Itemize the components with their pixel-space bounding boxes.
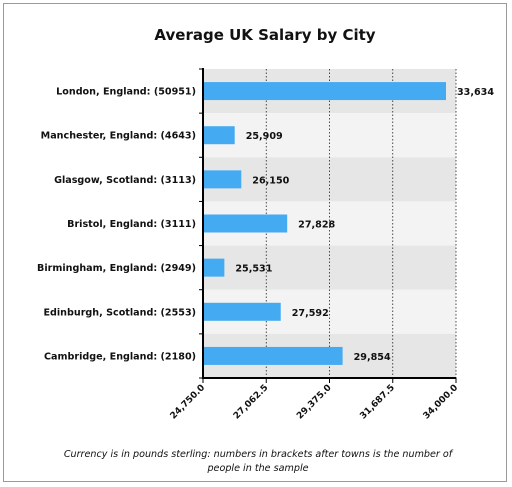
value-labels: 33,634 25,909 26,150 27,828 25,531 27,592 29,8…: [235, 87, 494, 363]
axes: [199, 68, 457, 383]
chart-title: Average UK Salary by City: [154, 26, 375, 44]
value-label: 25,531: [235, 264, 272, 275]
category-label: Manchester, England: (4643): [41, 131, 196, 142]
x-tick-labels: 24,750.0 27,062.5 29,375.0 31,687.5 34,000.0: [169, 383, 460, 421]
bar: [203, 346, 343, 365]
bar: [203, 126, 235, 145]
x-tick-label: 31,687.5: [358, 383, 396, 421]
value-label: 27,828: [298, 220, 335, 231]
bar: [203, 82, 446, 101]
caption-line-2: people in the sample: [206, 463, 308, 474]
value-label: 33,634: [457, 87, 494, 98]
row-band: [203, 245, 456, 290]
bars: [203, 82, 446, 365]
category-label: Birmingham, England: (2949): [37, 263, 196, 274]
x-tick-label: 27,062.5: [232, 383, 270, 421]
value-label: 27,592: [292, 308, 329, 319]
category-label: London, England: (50951): [56, 87, 196, 98]
category-label: Edinburgh, Scotland: (2553): [43, 307, 196, 318]
category-label: Bristol, England: (3111): [67, 219, 196, 230]
category-label: Glasgow, Scotland: (3113): [54, 175, 196, 186]
bar: [203, 302, 281, 321]
value-label: 25,909: [246, 131, 283, 142]
value-label: 26,150: [252, 175, 289, 186]
x-tick-label: 29,375.0: [295, 383, 333, 421]
caption-line-1: Currency is in pounds sterling: numbers …: [64, 449, 454, 460]
bar: [203, 258, 225, 277]
value-label: 29,854: [354, 352, 391, 363]
x-tick-label: 34,000.0: [422, 383, 460, 421]
bar: [203, 214, 288, 233]
bar: [203, 170, 242, 189]
category-label: Cambridge, England: (2180): [44, 351, 196, 362]
category-labels: London, England: (50951) Manchester, Engl…: [37, 87, 196, 363]
x-tick-label: 24,750.0: [169, 383, 207, 421]
